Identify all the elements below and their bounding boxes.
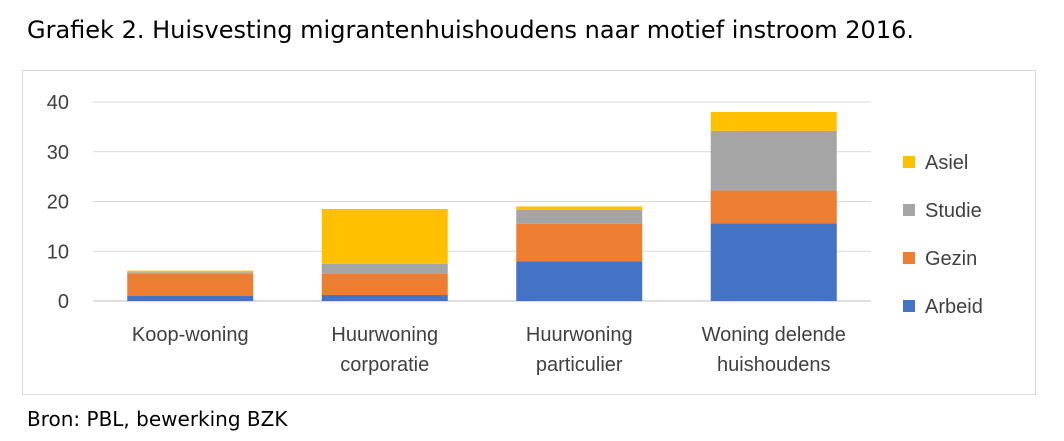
y-tick-label: 20 xyxy=(47,192,69,214)
bar-segment-asiel xyxy=(516,206,643,210)
legend-label-studie: Studie xyxy=(925,200,982,222)
legend-swatch-gezin xyxy=(903,252,915,264)
legend-swatch-asiel xyxy=(903,156,915,168)
bar-segment-asiel xyxy=(321,208,448,264)
x-category-label: particulier xyxy=(536,354,623,376)
y-tick-label: 10 xyxy=(47,241,69,263)
y-tick-label: 0 xyxy=(58,291,69,313)
bar-segment-arbeid xyxy=(321,295,448,301)
bar-segment-studie xyxy=(516,209,643,224)
bar-segment-gezin xyxy=(516,223,643,262)
bar-segment-asiel xyxy=(710,111,837,131)
x-category-label: corporatie xyxy=(340,354,429,376)
bar-segment-studie xyxy=(321,263,448,274)
y-tick-label: 40 xyxy=(47,92,69,114)
legend-swatch-studie xyxy=(903,204,915,216)
x-category-label: Huurwoning xyxy=(526,324,633,346)
bar-segment-studie xyxy=(710,130,837,191)
source-note: Bron: PBL, bewerking BZK xyxy=(27,407,288,431)
x-category-label: Huurwoning xyxy=(331,324,438,346)
bar-segment-arbeid xyxy=(127,296,254,301)
legend-label-arbeid: Arbeid xyxy=(925,296,983,318)
chart-title: Grafiek 2. Huisvesting migrantenhuishoud… xyxy=(27,16,914,44)
bar-segment-gezin xyxy=(321,273,448,296)
x-category-label: Koop-woning xyxy=(132,324,249,346)
chart-area: 0 10 20 30 40 Koop-woning Huurwoning corporatie… xyxy=(22,70,1036,395)
legend-swatch-arbeid xyxy=(903,300,915,312)
bar-segment-gezin xyxy=(127,273,254,297)
y-tick-label: 30 xyxy=(47,142,69,164)
bar-segment-studie xyxy=(127,272,254,274)
legend-label-asiel: Asiel xyxy=(925,152,968,174)
legend-label-gezin: Gezin xyxy=(925,248,977,270)
bar-segment-gezin xyxy=(710,190,837,224)
bar-segment-arbeid xyxy=(516,261,643,301)
stacked-bar-chart: 0 10 20 30 40 Koop-woning Huurwoning corporatie… xyxy=(47,92,983,376)
x-category-label: huishoudens xyxy=(717,354,830,376)
x-category-label: Woning delende xyxy=(702,324,846,346)
bar-segment-asiel xyxy=(127,270,254,273)
bar-segment-arbeid xyxy=(710,223,837,301)
